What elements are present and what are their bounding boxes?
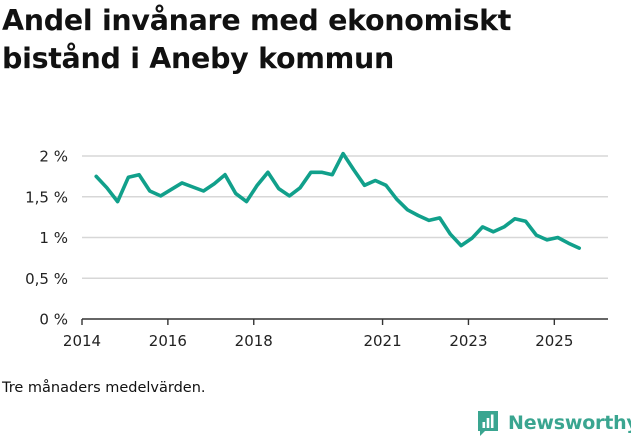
- data-point: [363, 184, 366, 187]
- x-tick-label: 2016: [149, 332, 187, 350]
- data-point: [417, 214, 420, 217]
- data-point: [567, 242, 570, 244]
- data-point: [213, 182, 216, 185]
- data-point: [557, 236, 559, 239]
- x-axis: 2014 2016 2018 2021 2023 2025: [63, 318, 608, 350]
- y-tick-label: 2 %: [39, 148, 68, 166]
- data-point: [288, 195, 291, 197]
- chart-caption: Tre månaders medelvärden.: [2, 380, 206, 396]
- data-point: [95, 175, 97, 178]
- series-group: [94, 151, 582, 250]
- data-point: [320, 171, 323, 174]
- data-point: [149, 190, 151, 192]
- data-point: [202, 190, 205, 192]
- data-point: [299, 187, 301, 189]
- data-point: [524, 220, 527, 222]
- newsworthy-logo-icon: [478, 411, 498, 436]
- x-tick-label: 2014: [63, 332, 101, 350]
- y-tick-label: 0 %: [39, 311, 68, 329]
- data-point: [471, 237, 473, 240]
- data-point: [492, 231, 495, 233]
- data-point: [342, 152, 344, 155]
- x-tick-label: 2018: [235, 332, 273, 350]
- grid-lines: [82, 155, 608, 279]
- series-line-0: [94, 151, 582, 250]
- data-point: [159, 195, 162, 197]
- data-point: [170, 188, 173, 191]
- y-tick-label: 0,5 %: [25, 270, 68, 288]
- data-point: [245, 200, 248, 203]
- data-point: [481, 226, 484, 228]
- data-point: [449, 233, 452, 235]
- data-point: [224, 173, 226, 176]
- data-point: [514, 218, 516, 220]
- data-point: [503, 226, 505, 228]
- x-tick-label: 2021: [363, 332, 401, 350]
- y-axis-ticks: 0 % 0,5 % 1 % 1,5 % 2 %: [25, 148, 68, 329]
- data-point: [256, 184, 259, 187]
- data-point: [395, 198, 398, 200]
- data-point: [277, 187, 280, 190]
- data-point: [192, 186, 194, 188]
- data-point: [138, 173, 140, 176]
- data-point: [406, 209, 409, 211]
- data-point: [385, 184, 387, 187]
- data-point: [546, 239, 548, 241]
- y-tick-label: 1,5 %: [25, 188, 68, 206]
- brand-logo-block: Newsworthy: [476, 408, 631, 438]
- data-point: [331, 173, 334, 176]
- brand-name: Newsworthy: [508, 412, 631, 434]
- chart-title: Andel invånare med ekonomiskt bistånd i …: [2, 2, 622, 78]
- data-point: [578, 247, 580, 249]
- data-point: [106, 187, 108, 189]
- data-point: [116, 200, 119, 203]
- chart-title-line-2: bistånd i Aneby kommun: [2, 42, 395, 75]
- data-point: [353, 169, 355, 171]
- data-point: [438, 217, 441, 219]
- data-point: [460, 244, 462, 247]
- x-tick-label: 2025: [535, 332, 573, 350]
- data-point: [535, 234, 538, 236]
- data-point: [267, 171, 269, 174]
- data-point: [181, 182, 183, 184]
- data-point: [127, 176, 130, 178]
- x-tick-label: 2023: [449, 332, 487, 350]
- data-point: [374, 179, 377, 182]
- y-tick-label: 1 %: [39, 229, 68, 247]
- data-point: [428, 219, 430, 222]
- chart-title-line-1: Andel invånare med ekonomiskt: [2, 4, 512, 37]
- data-point: [310, 171, 312, 174]
- data-point: [234, 192, 237, 195]
